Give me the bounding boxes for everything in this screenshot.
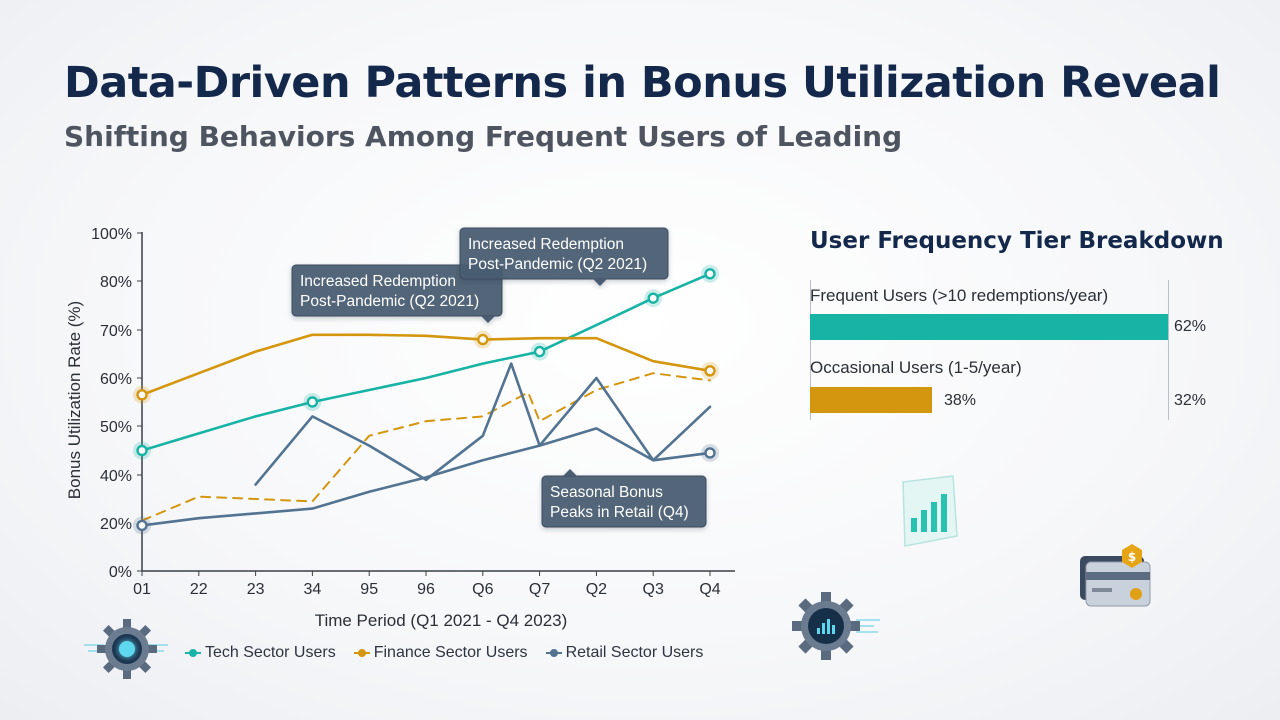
x-tick-label: Q2 (586, 581, 607, 598)
callout-background (541, 475, 707, 528)
x-tick-label: 34 (304, 581, 322, 598)
legend-item-retail: Retail Sector Users (545, 644, 704, 662)
x-tick-label: 23 (247, 581, 265, 598)
callout-text: Post-Pandemic (Q2 2021) (468, 256, 647, 273)
x-tick-label: Q3 (643, 581, 664, 598)
tier-bar-occasional (810, 387, 932, 413)
data-point (136, 519, 148, 532)
legend-label-finance: Finance Sector Users (373, 644, 528, 661)
y-axis-label: Bonus Utilization Rate (%) (65, 301, 84, 499)
gear-chart-icon (792, 592, 880, 660)
y-tick-label: 50% (100, 419, 132, 436)
callout-text: Post-Pandemic (Q2 2021) (300, 293, 479, 310)
tier-axis-line-right (1168, 280, 1169, 420)
legend-swatch-finance (353, 649, 370, 657)
callout-text: Increased Redemption (300, 273, 456, 290)
callout-pointer (481, 316, 495, 323)
x-tick-label: 95 (360, 581, 378, 598)
tier-breakdown-title: User Frequency Tier Breakdown (810, 228, 1224, 254)
data-point (704, 365, 716, 377)
series-line (140, 272, 712, 452)
series-line (141, 372, 711, 522)
legend-label-retail: Retail Sector Users (565, 644, 704, 661)
legend-label-tech: Tech Sector Users (205, 644, 336, 661)
data-point (477, 333, 489, 346)
x-axis-label: Time Period (Q1 2021 - Q4 2023) (315, 611, 568, 630)
callout-box (291, 264, 503, 323)
x-tick-label: 01 (133, 581, 151, 598)
y-tick-label: 100% (91, 226, 132, 243)
tier-label: Frequent Users (>10 redemptions/year) (810, 286, 1109, 305)
callout-text: Peaks in Retail (Q4) (550, 504, 689, 521)
y-tick-label: 60% (100, 371, 132, 388)
x-tick-label: 96 (417, 581, 435, 598)
data-point (306, 396, 319, 408)
tier-value-extra: 32% (1174, 392, 1207, 409)
data-point (647, 292, 659, 304)
credit-card-icon: $ (1080, 544, 1151, 607)
legend-swatch-tech (185, 649, 201, 657)
callout-background (459, 227, 669, 280)
callout-box (459, 227, 669, 286)
x-tick-label: Q4 (699, 581, 720, 598)
callout-text: Seasonal Bonus (550, 484, 663, 501)
chart-legend: Tech Sector Users Finance Sector Users R… (185, 644, 703, 662)
tier-row-frequent: Frequent Users (>10 redemptions/year) (810, 286, 1108, 306)
tier-value-frequent: 62% (1174, 318, 1207, 335)
x-tick-label: 22 (190, 581, 208, 598)
callout-box (541, 469, 707, 528)
x-tick-label: Q6 (472, 581, 493, 598)
tier-row-occasional: Occasional Users (1-5/year) (810, 358, 1022, 378)
series-line (140, 333, 712, 397)
x-tick-label: Q7 (529, 581, 550, 598)
data-point (533, 345, 546, 358)
gear-chip-icon (84, 619, 168, 679)
series-line (254, 362, 712, 486)
y-tick-label: 80% (100, 274, 132, 291)
tier-axis-line (810, 280, 811, 420)
bar-chart-icon (902, 475, 958, 547)
data-point (136, 444, 148, 457)
tier-bar-frequent (810, 314, 1168, 340)
tier-label: Occasional Users (1-5/year) (810, 358, 1022, 377)
data-point (704, 447, 716, 459)
callout-background (291, 264, 503, 317)
legend-item-tech: Tech Sector Users (185, 644, 336, 662)
legend-swatch-retail (545, 649, 562, 657)
tier-breakdown-panel: User Frequency Tier Breakdown Frequent U… (808, 228, 1228, 420)
legend-item-finance: Finance Sector Users (353, 644, 528, 662)
tier-value-occasional: 38% (944, 392, 977, 409)
y-tick-label: 0% (109, 564, 132, 581)
svg-text:$: $ (1128, 550, 1136, 564)
data-point (704, 268, 716, 280)
data-point (136, 389, 148, 401)
callout-text: Increased Redemption (468, 236, 624, 253)
callout-pointer (593, 279, 607, 286)
page-title: Data-Driven Patterns in Bonus Utilizatio… (64, 58, 1221, 108)
series-line (140, 427, 712, 527)
y-tick-label: 40% (100, 468, 132, 485)
y-tick-label: 20% (100, 516, 132, 533)
y-tick-label: 70% (100, 323, 132, 340)
page-subtitle: Shifting Behaviors Among Frequent Users … (64, 120, 903, 153)
callout-pointer (563, 469, 577, 476)
